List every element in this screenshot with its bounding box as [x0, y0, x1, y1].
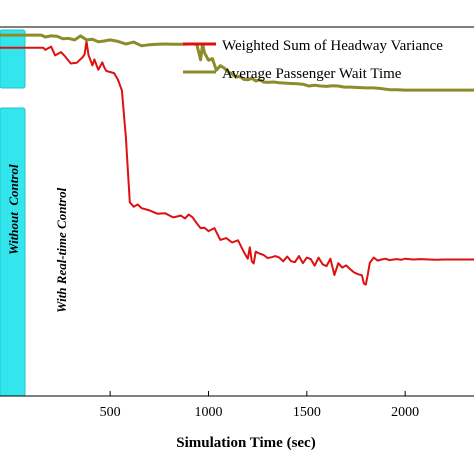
cyan-box-top — [0, 29, 26, 89]
x-axis-label: Simulation Time (sec) — [176, 435, 315, 451]
series-lines — [0, 33, 474, 286]
x-tick-label-500: 500 — [100, 405, 121, 420]
x-ticks: 500 1000 1500 2000 — [100, 391, 419, 420]
x-tick-label-1000: 1000 — [194, 405, 222, 420]
legend-label-headway: Weighted Sum of Headway Variance — [222, 38, 443, 54]
series-line-passenger-wait — [0, 33, 474, 92]
x-tick-label-2000: 2000 — [391, 405, 419, 420]
x-tick-label-1500: 1500 — [293, 405, 321, 420]
legend: Weighted Sum of Headway Variance Average… — [183, 38, 443, 82]
legend-label-wait: Average Passenger Wait Time — [222, 66, 402, 82]
series-line-headway-variance — [0, 40, 474, 286]
annotation-with-control: With Real-time Control — [54, 187, 69, 313]
annotation-without-control: Without Control — [6, 164, 21, 255]
